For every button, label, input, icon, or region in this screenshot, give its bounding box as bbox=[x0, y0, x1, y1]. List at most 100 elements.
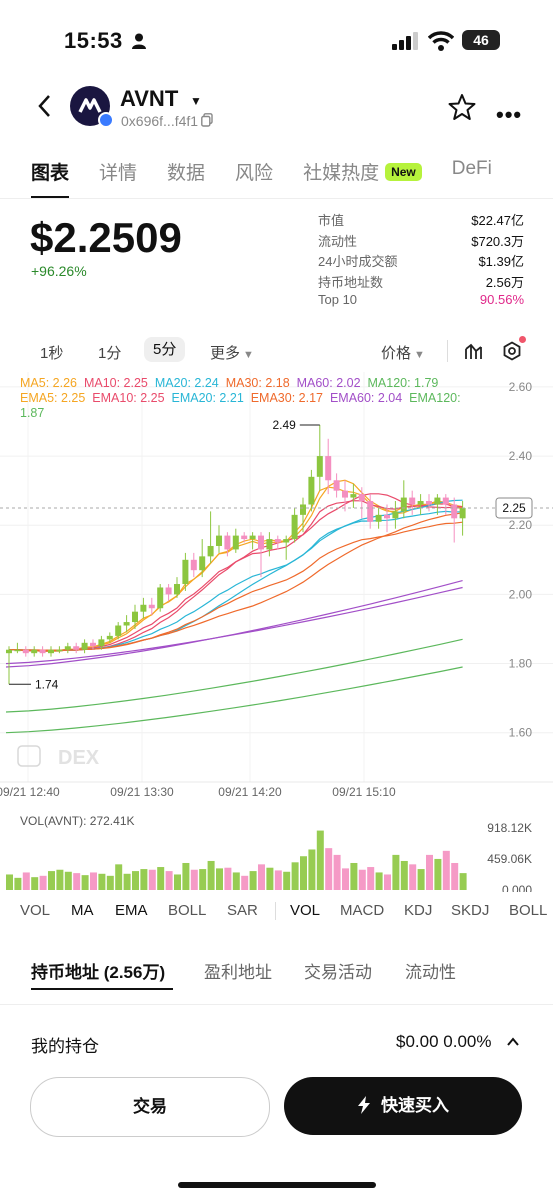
candle-body bbox=[241, 535, 248, 540]
tab-liquidity[interactable]: 流动性 bbox=[405, 963, 456, 982]
candle-body bbox=[199, 556, 206, 571]
indicator-macd[interactable]: MACD bbox=[340, 902, 385, 919]
volume-bar bbox=[426, 854, 433, 890]
candle-body bbox=[249, 535, 256, 540]
my-holding-label: 我的持仓 bbox=[31, 1037, 99, 1056]
x-tick-label: 09/21 15:10 bbox=[332, 785, 396, 799]
chevron-down-icon: ▼ bbox=[414, 349, 425, 361]
legend-ma60: MA60: 2.02 bbox=[296, 376, 361, 390]
indicator-boll-sub[interactable]: BOLL bbox=[509, 902, 548, 919]
dropdown-caret-icon[interactable]: ▼ bbox=[190, 94, 202, 108]
ma-legend: MA5: 2.26 MA10: 2.25 MA20: 2.24 MA30: 2.… bbox=[20, 376, 500, 421]
volume-bar bbox=[384, 874, 391, 890]
candle-body bbox=[400, 497, 407, 512]
volume-bar bbox=[216, 868, 223, 890]
legend-ema5: EMA5: 2.25 bbox=[20, 391, 86, 405]
indicator-kdj[interactable]: KDJ bbox=[404, 902, 433, 919]
timeframe-1s[interactable]: 1秒 bbox=[40, 345, 64, 362]
volume-bar bbox=[199, 869, 207, 890]
indicator-vol[interactable]: VOL bbox=[20, 902, 51, 919]
home-indicator bbox=[178, 1182, 376, 1188]
volume-bar bbox=[73, 873, 81, 890]
tab-trade-activity[interactable]: 交易活动 bbox=[304, 963, 372, 982]
indicator-sar[interactable]: SAR bbox=[227, 902, 258, 919]
timeframe-more[interactable]: 更多 ▼ bbox=[210, 342, 254, 363]
legend-ma120: MA120: 1.79 bbox=[367, 376, 439, 390]
volume-bar bbox=[157, 867, 165, 890]
cellular-signal-icon bbox=[392, 32, 418, 50]
indicator-skdj[interactable]: SKDJ bbox=[451, 902, 490, 919]
low-label: 1.74 bbox=[35, 677, 59, 691]
more-options-icon[interactable]: ••• bbox=[496, 102, 523, 127]
indicator-boll[interactable]: BOLL bbox=[168, 902, 207, 919]
legend-ma5: MA5: 2.26 bbox=[20, 376, 77, 390]
stat-value: 2.56万 bbox=[485, 274, 524, 290]
timeframe-5m[interactable]: 5分 bbox=[144, 337, 186, 362]
volume-bar bbox=[459, 873, 467, 890]
tab-risk[interactable]: 风险 bbox=[235, 163, 274, 184]
volume-bar bbox=[48, 871, 55, 890]
stat-label: 24小时成交额 bbox=[318, 254, 398, 269]
volume-bar bbox=[182, 862, 190, 890]
tab-defi[interactable]: DeFi bbox=[451, 158, 492, 179]
volume-chart[interactable]: 918.12K 459.06K 0.000 bbox=[0, 810, 553, 892]
token-name[interactable]: AVNT bbox=[120, 86, 179, 111]
candle-body bbox=[283, 539, 290, 543]
new-badge: New bbox=[385, 163, 422, 181]
volume-bar bbox=[258, 864, 265, 890]
trade-button[interactable]: 交易 bbox=[30, 1077, 270, 1137]
tab-holders[interactable]: 持币地址 (2.56万) bbox=[31, 963, 166, 982]
y-tick-label: 2.00 bbox=[509, 587, 533, 601]
volume-bar bbox=[207, 860, 215, 890]
current-price-label: 2.25 bbox=[502, 501, 526, 515]
stat-label: Top 10 bbox=[318, 292, 358, 307]
chevron-up-icon[interactable] bbox=[506, 1036, 520, 1048]
candle-body bbox=[350, 494, 357, 498]
volume-bar bbox=[22, 872, 30, 890]
volume-bar bbox=[148, 869, 156, 890]
candle-body bbox=[14, 649, 21, 652]
toolbar-divider bbox=[447, 340, 448, 362]
tab-chart[interactable]: 图表 bbox=[31, 158, 70, 199]
status-time: 15:53 bbox=[64, 28, 123, 53]
tab-details[interactable]: 详情 bbox=[99, 163, 138, 184]
candle-body bbox=[123, 622, 130, 626]
timeframe-1m[interactable]: 1分 bbox=[98, 345, 122, 362]
volume-bar bbox=[392, 854, 400, 890]
legend-ema30: EMA30: 2.17 bbox=[250, 391, 323, 405]
favorite-star-icon[interactable] bbox=[448, 93, 476, 121]
token-stats: 市值 $22.47亿 流动性 $720.3万 24小时成交额 $1.39亿 持币地址数… bbox=[318, 210, 524, 313]
y-tick-label: 1.60 bbox=[509, 726, 533, 740]
indicator-vol-sub[interactable]: VOL bbox=[290, 902, 321, 919]
quick-buy-button[interactable]: 快速买入 bbox=[284, 1077, 522, 1135]
candle-body bbox=[409, 497, 416, 505]
candlestick-chart[interactable]: 2.60 2.40 2.20 2.00 1.80 1.60 09/21 12:40 09/21… bbox=[0, 372, 553, 808]
candle-body bbox=[300, 504, 306, 515]
tab-profitable-addresses[interactable]: 盈利地址 bbox=[204, 963, 272, 982]
candle-body bbox=[232, 535, 239, 550]
legend-ema10: EMA10: 2.25 bbox=[92, 391, 165, 405]
volume-bar bbox=[291, 862, 299, 890]
indicator-ema[interactable]: EMA bbox=[115, 902, 148, 919]
x-tick-label: 09/21 13:30 bbox=[110, 785, 174, 799]
person-icon bbox=[132, 33, 146, 49]
back-arrow-icon[interactable] bbox=[36, 94, 54, 118]
settings-hexagon-icon[interactable] bbox=[502, 341, 522, 361]
candle-body bbox=[148, 604, 155, 609]
indicator-ma[interactable]: MA bbox=[71, 902, 94, 919]
copy-icon[interactable] bbox=[201, 113, 213, 127]
candle-body bbox=[342, 490, 348, 498]
legend-ema20: EMA20: 2.21 bbox=[171, 391, 244, 405]
stat-market-cap: 市值 $22.47亿 bbox=[318, 210, 524, 231]
volume-bar bbox=[358, 869, 366, 890]
stat-value: $22.47亿 bbox=[471, 213, 524, 228]
tab-data[interactable]: 数据 bbox=[167, 163, 206, 184]
candle-body bbox=[417, 501, 424, 505]
price-mode-select[interactable]: 价格 ▼ bbox=[381, 342, 425, 363]
volume-bar bbox=[123, 873, 131, 890]
indicator-chart-icon[interactable] bbox=[464, 341, 484, 361]
candle-body bbox=[157, 587, 164, 609]
candle-body bbox=[98, 639, 105, 647]
divider bbox=[0, 1004, 553, 1005]
tab-social[interactable]: 社媒热度 New bbox=[303, 158, 422, 185]
